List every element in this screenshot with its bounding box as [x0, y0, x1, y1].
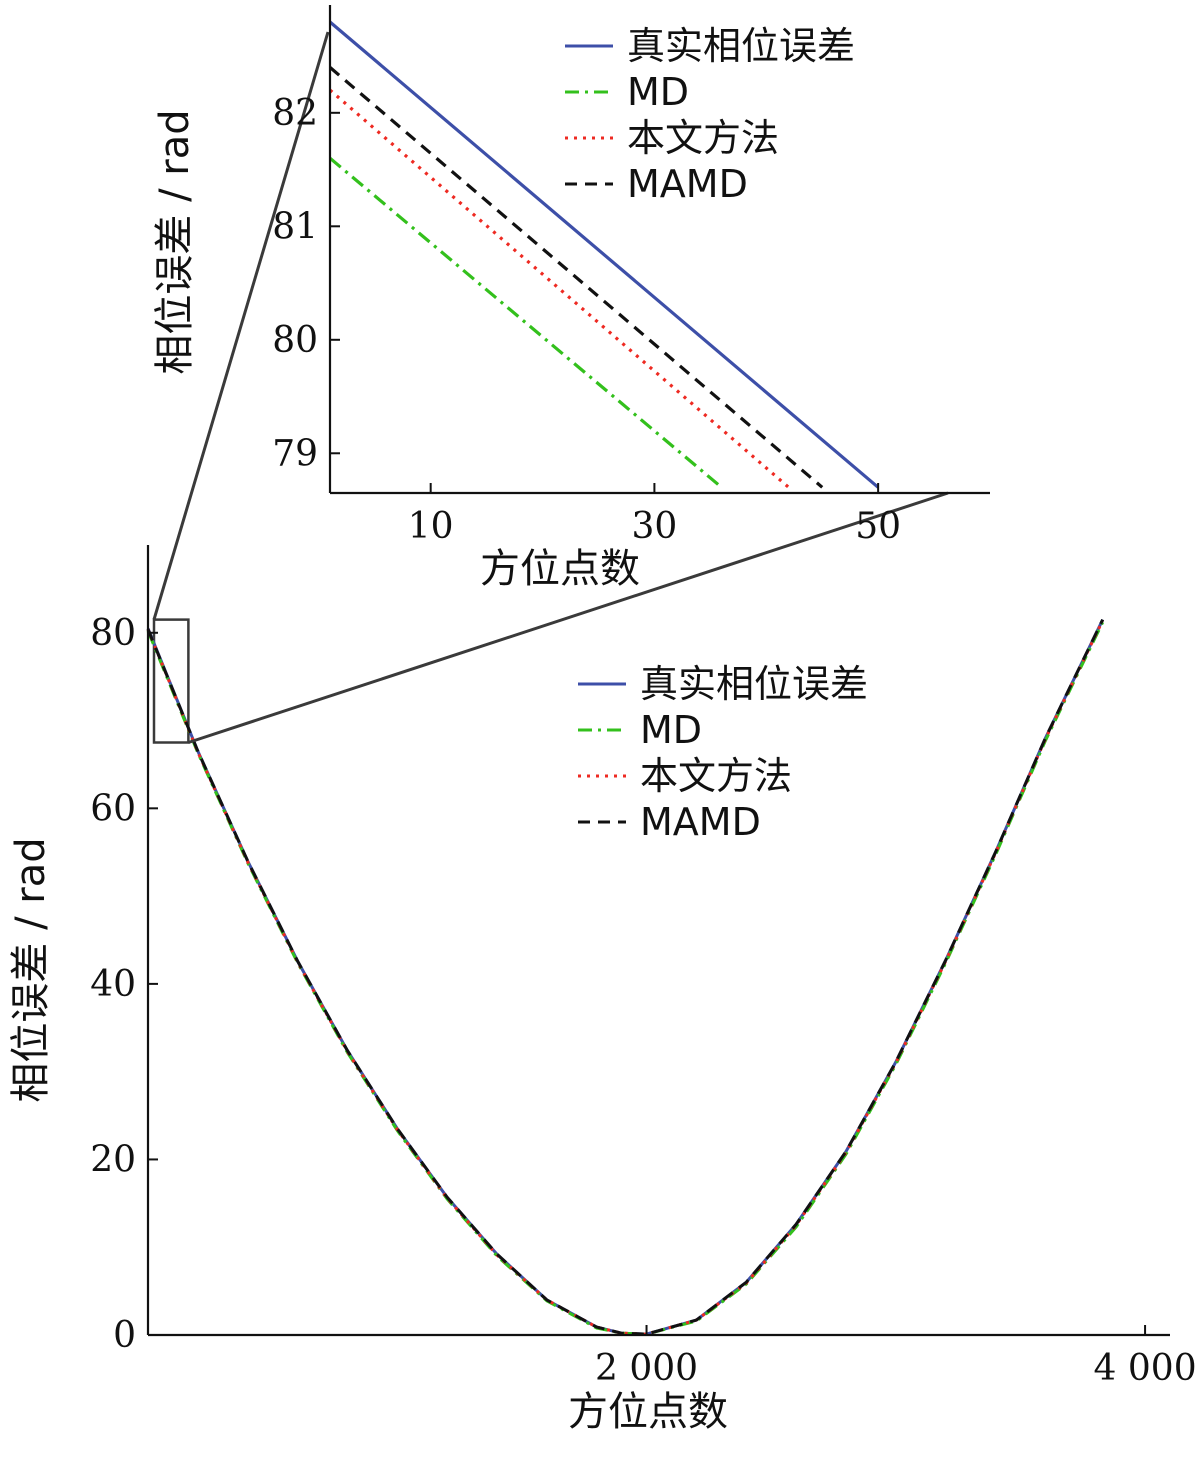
inset-series-2-line: [328, 156, 723, 489]
main-series-lines: [146, 618, 1105, 1336]
inset-y-tick-label: 79: [272, 433, 318, 474]
inset-y-ticks: 79 80 81 82: [272, 93, 340, 474]
main-legend-label: MD: [640, 708, 702, 752]
main-series-4-line: [146, 618, 1105, 1336]
inset-legend-label: 本文方法: [627, 116, 779, 160]
main-y-tick-label: 60: [90, 788, 136, 829]
main-x-tick-label: 2 000: [595, 1348, 698, 1389]
inset-y-tick-label: 80: [272, 320, 318, 361]
inset-legend-label: MD: [627, 70, 689, 114]
inset-x-tick-label: 30: [632, 506, 678, 547]
main-y-tick-label: 20: [90, 1139, 136, 1180]
main-legend-label: 真实相位误差: [640, 662, 868, 706]
main-series-1-line: [146, 618, 1105, 1336]
zoom-box-rect: [152, 618, 190, 744]
main-series-3-line: [146, 619, 1105, 1336]
main-x-ticks: 2 000 4 000: [595, 1325, 1197, 1389]
inset-x-tick-label: 10: [408, 506, 454, 547]
main-y-tick-label: 0: [113, 1315, 136, 1356]
main-y-axis-label: 相位误差 / rad: [8, 837, 54, 1102]
inset-x-ticks: 10 30 50: [408, 483, 901, 547]
inset-series-lines: [328, 20, 880, 489]
main-series-2-line: [146, 621, 1105, 1336]
inset-y-axis-label: 相位误差 / rad: [152, 109, 198, 374]
inset-legend-label: 真实相位误差: [627, 24, 855, 68]
main-x-axis-label: 方位点数: [568, 1389, 728, 1435]
zoom-connector-bottom: [187, 491, 949, 744]
zoom-region-box: [152, 618, 190, 744]
main-y-tick-label: 80: [90, 613, 136, 654]
inset-y-tick-label: 82: [272, 93, 318, 134]
inset-series-4-line: [328, 66, 824, 489]
main-plot: 0 20 40 60 80 2 000 4 000 方位点数 相位误差 / rad 真实相…: [8, 545, 1197, 1435]
inset-x-axis-label: 方位点数: [480, 546, 640, 592]
main-y-ticks: 0 20 40 60 80: [90, 613, 158, 1356]
inset-y-tick-label: 81: [272, 206, 318, 247]
inset-x-tick-label: 50: [855, 506, 901, 547]
zoom-connector-lines: [152, 31, 949, 744]
main-axes: [146, 545, 1170, 1337]
inset-legend-label: MAMD: [627, 162, 748, 206]
main-legend-label: 本文方法: [640, 754, 792, 798]
inset-axes: [328, 5, 990, 495]
inset-series-3-line: [328, 88, 790, 489]
main-legend-label: MAMD: [640, 800, 761, 844]
inset-series-1-line: [328, 20, 880, 489]
main-x-tick-label: 4 000: [1094, 1348, 1197, 1389]
main-y-tick-label: 40: [90, 964, 136, 1005]
inset-plot: 79 80 81 82 10 30 50 方位点数 相位误差 / rad 真实相位误差MD…: [152, 5, 990, 592]
zoom-connector-top: [152, 31, 330, 621]
